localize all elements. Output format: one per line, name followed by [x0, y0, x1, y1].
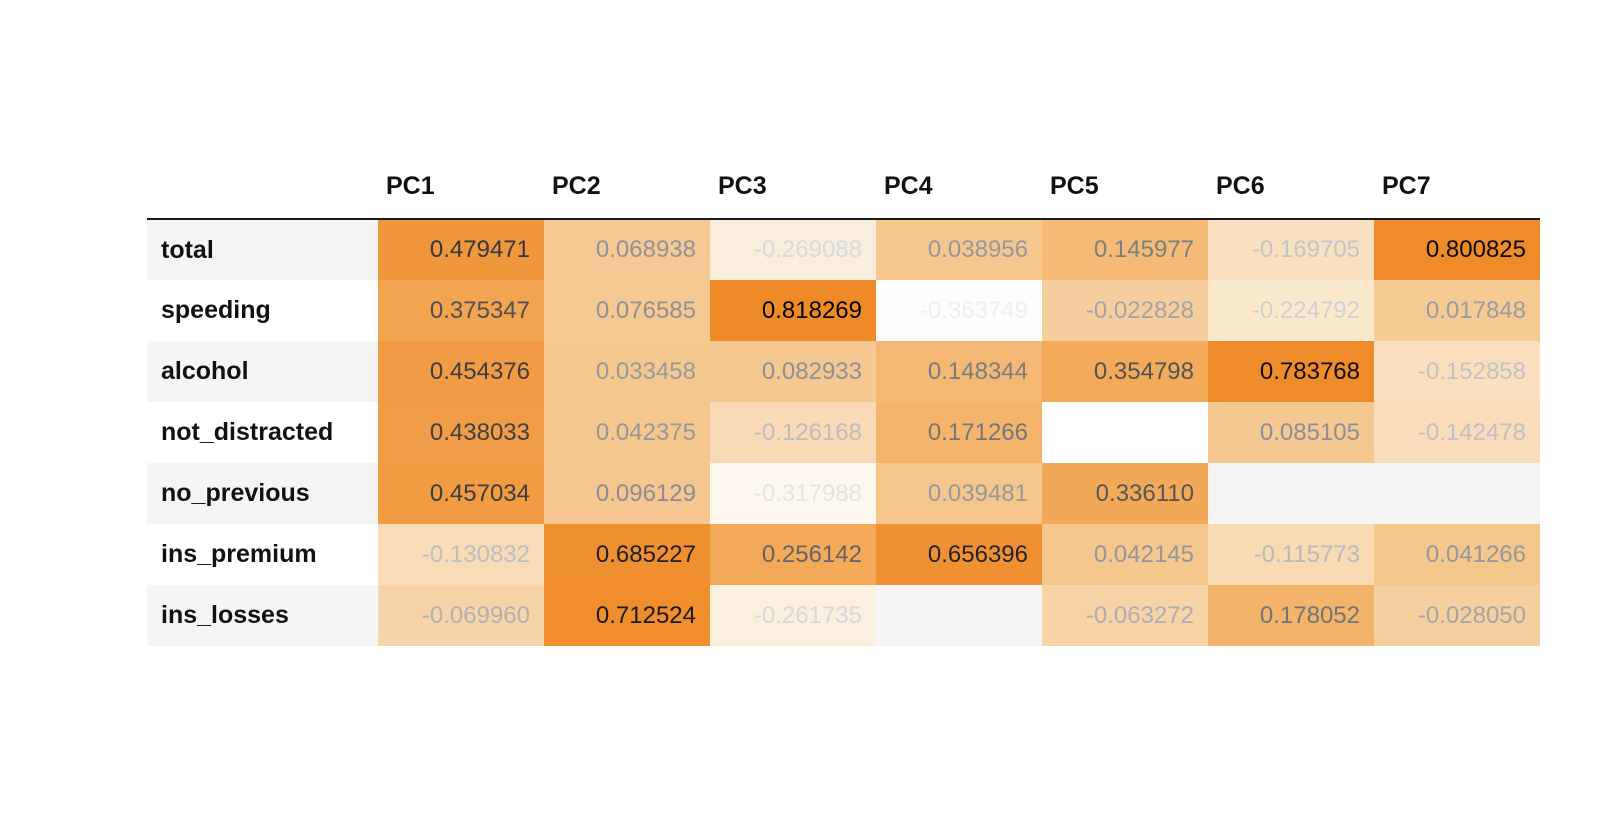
row-label-speeding: speeding: [161, 296, 271, 324]
heatmap-cell-ins_losses-pc2: 0.712524: [544, 585, 710, 646]
heatmap-cell-ins_premium-pc7: 0.041266: [1374, 524, 1540, 585]
table-row-not_distracted: not_distracted 0.438033 0.042375 -0.126168 0…: [147, 402, 1540, 463]
heatmap-cell-ins_premium-pc4: 0.656396: [876, 524, 1042, 585]
row-label-ins_premium: ins_premium: [161, 540, 317, 568]
table-body: total 0.479471 0.068938 -0.269088 0.038956 0.…: [147, 219, 1540, 646]
heatmap-cell-alcohol-pc6: 0.783768: [1208, 341, 1374, 402]
heatmap-cell-ins_losses-pc3: -0.261735: [710, 585, 876, 646]
heatmap-cell-speeding-pc7: 0.017848: [1374, 280, 1540, 341]
table-row-no_previous: no_previous 0.457034 0.096129 -0.317988 0.03…: [147, 463, 1540, 524]
heatmap-cell-speeding-pc4: -0.363749: [876, 280, 1042, 341]
heatmap-cell-not_distracted-pc3: -0.126168: [710, 402, 876, 463]
heatmap-cell-no_previous-pc6: [1208, 463, 1374, 524]
row-label-alcohol: alcohol: [161, 357, 249, 385]
heatmap-cell-ins_premium-pc1: -0.130832: [378, 524, 544, 585]
heatmap-cell-ins_premium-pc2: 0.685227: [544, 524, 710, 585]
heatmap-cell-speeding-pc3: 0.818269: [710, 280, 876, 341]
heatmap-cell-alcohol-pc2: 0.033458: [544, 341, 710, 402]
heatmap-cell-ins_losses-pc6: 0.178052: [1208, 585, 1374, 646]
heatmap-cell-speeding-pc6: -0.224792: [1208, 280, 1374, 341]
heatmap-cell-not_distracted-pc6: 0.085105: [1208, 402, 1374, 463]
heatmap-cell-total-pc4: 0.038956: [876, 219, 1042, 280]
heatmap-cell-not_distracted-pc2: 0.042375: [544, 402, 710, 463]
heatmap-cell-alcohol-pc1: 0.454376: [378, 341, 544, 402]
heatmap-cell-total-pc1: 0.479471: [378, 219, 544, 280]
heatmap-cell-no_previous-pc1: 0.457034: [378, 463, 544, 524]
heatmap-cell-ins_premium-pc6: -0.115773: [1208, 524, 1374, 585]
heatmap-cell-speeding-pc5: -0.022828: [1042, 280, 1208, 341]
heatmap-cell-total-pc7: 0.800825: [1374, 219, 1540, 280]
row-label-not_distracted: not_distracted: [161, 418, 334, 446]
heatmap-cell-ins_losses-pc4: [876, 585, 1042, 646]
column-header-pc4: PC4: [876, 158, 1042, 220]
heatmap-cell-ins_premium-pc3: 0.256142: [710, 524, 876, 585]
column-header-pc6: PC6: [1208, 158, 1374, 220]
heatmap-cell-no_previous-pc5: 0.336110: [1042, 463, 1208, 524]
heatmap-cell-ins_losses-pc7: -0.028050: [1374, 585, 1540, 646]
table-row-ins_premium: ins_premium -0.130832 0.685227 0.256142 0.65…: [147, 524, 1540, 585]
table-row-ins_losses: ins_losses -0.069960 0.712524 -0.261735 -0.0…: [147, 585, 1540, 646]
heatmap-cell-total-pc2: 0.068938: [544, 219, 710, 280]
heatmap-cell-no_previous-pc7: [1374, 463, 1540, 524]
heatmap-cell-no_previous-pc2: 0.096129: [544, 463, 710, 524]
column-header-pc1: PC1: [378, 158, 544, 220]
heatmap-cell-no_previous-pc4: 0.039481: [876, 463, 1042, 524]
row-label-ins_losses: ins_losses: [161, 601, 289, 629]
column-header-pc2: PC2: [544, 158, 710, 220]
heatmap-cell-total-pc3: -0.269088: [710, 219, 876, 280]
heatmap-cell-alcohol-pc3: 0.082933: [710, 341, 876, 402]
pca-loadings-table-container: PC1 PC2 PC3 PC4 PC5 PC6 PC7 total 0.479471 0.068…: [147, 158, 1540, 646]
heatmap-cell-total-pc5: 0.145977: [1042, 219, 1208, 280]
heatmap-cell-ins_premium-pc5: 0.042145: [1042, 524, 1208, 585]
heatmap-cell-alcohol-pc5: 0.354798: [1042, 341, 1208, 402]
heatmap-cell-not_distracted-pc5: [1042, 402, 1208, 463]
heatmap-cell-no_previous-pc3: -0.317988: [710, 463, 876, 524]
column-header-pc3: PC3: [710, 158, 876, 220]
table-row-speeding: speeding 0.375347 0.076585 0.818269 -0.36374…: [147, 280, 1540, 341]
heatmap-cell-not_distracted-pc1: 0.438033: [378, 402, 544, 463]
table-row-alcohol: alcohol 0.454376 0.033458 0.082933 0.148344 0…: [147, 341, 1540, 402]
header-corner-cell: [147, 158, 378, 220]
column-header-pc5: PC5: [1042, 158, 1208, 220]
heatmap-cell-speeding-pc2: 0.076585: [544, 280, 710, 341]
row-label-no_previous: no_previous: [161, 479, 310, 507]
heatmap-cell-alcohol-pc7: -0.152858: [1374, 341, 1540, 402]
row-label-total: total: [161, 235, 214, 264]
table-header: PC1 PC2 PC3 PC4 PC5 PC6 PC7: [147, 158, 1540, 220]
pca-loadings-table: PC1 PC2 PC3 PC4 PC5 PC6 PC7 total 0.479471 0.068…: [147, 158, 1540, 646]
heatmap-cell-ins_losses-pc1: -0.069960: [378, 585, 544, 646]
header-row: PC1 PC2 PC3 PC4 PC5 PC6 PC7: [147, 158, 1540, 220]
heatmap-cell-not_distracted-pc7: -0.142478: [1374, 402, 1540, 463]
table-row-total: total 0.479471 0.068938 -0.269088 0.038956 0.…: [147, 219, 1540, 280]
column-header-pc7: PC7: [1374, 158, 1540, 220]
heatmap-cell-ins_losses-pc5: -0.063272: [1042, 585, 1208, 646]
heatmap-cell-speeding-pc1: 0.375347: [378, 280, 544, 341]
heatmap-cell-not_distracted-pc4: 0.171266: [876, 402, 1042, 463]
heatmap-cell-total-pc6: -0.169705: [1208, 219, 1374, 280]
heatmap-cell-alcohol-pc4: 0.148344: [876, 341, 1042, 402]
